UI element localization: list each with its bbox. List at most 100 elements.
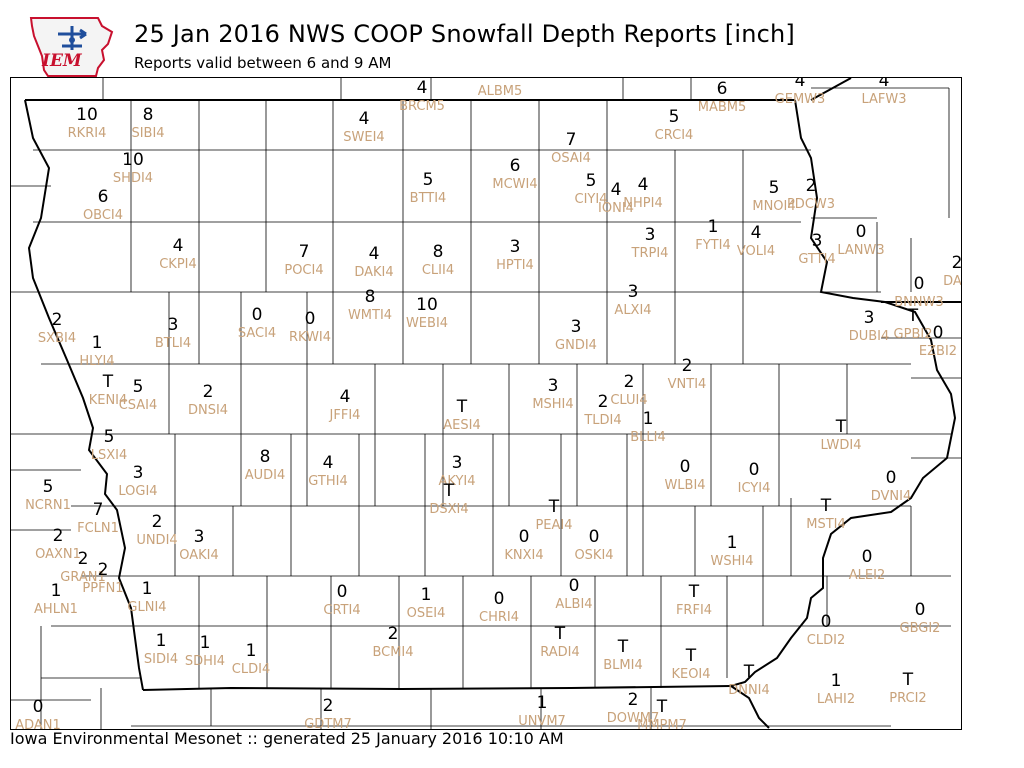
station-id: GLNI4 — [127, 600, 166, 615]
iem-logo: IEM — [28, 16, 116, 78]
report-value: 10 — [76, 105, 98, 125]
station-id: POCI4 — [284, 263, 323, 278]
station-id: OBCI4 — [83, 208, 123, 223]
station-id: ICYI4 — [738, 481, 771, 496]
station-id: GRAN1 — [60, 570, 105, 585]
station-id: ALBI4 — [555, 597, 592, 612]
report-value: T — [617, 637, 629, 657]
station-id: CLDI4 — [232, 662, 270, 677]
report-value: 6 — [717, 79, 728, 99]
station-id: WMTI4 — [348, 308, 392, 323]
report-value: 7 — [299, 242, 310, 262]
report-value: 4 — [359, 109, 370, 129]
station-id: BLLI4 — [630, 430, 666, 445]
report-value: 6 — [98, 187, 109, 207]
report-value: 2 — [203, 382, 214, 402]
station-id: GEMW3 — [775, 92, 826, 107]
station-id: HPTI4 — [496, 258, 534, 273]
report-value: T — [102, 372, 114, 392]
report-value: T — [835, 417, 847, 437]
station-id: NHPI4 — [623, 196, 662, 211]
report-value: 0 — [494, 589, 505, 609]
station-id: CLDI2 — [807, 633, 845, 648]
station-id: DOWM7 — [607, 711, 660, 726]
station-id: WLBI4 — [664, 478, 705, 493]
report-value: 0 — [33, 697, 44, 717]
report-value: 2 — [598, 392, 609, 412]
station-id: KNXI4 — [504, 548, 543, 563]
report-value: 5 — [769, 178, 780, 198]
report-value: 3 — [548, 376, 559, 396]
report-value: 5 — [104, 427, 115, 447]
report-value: 2 — [624, 372, 635, 392]
station-id: CRTI4 — [323, 603, 360, 618]
station-id: JFFI4 — [329, 408, 361, 423]
report-value: T — [820, 496, 832, 516]
station-id: ALXI4 — [614, 303, 651, 318]
report-value: 0 — [252, 305, 263, 325]
station-id: DAKI4 — [354, 265, 393, 280]
station-id: BLMI4 — [603, 658, 642, 673]
report-value: 0 — [519, 527, 530, 547]
report-value: 3 — [645, 225, 656, 245]
footer-credit: Iowa Environmental Mesonet :: generated … — [10, 729, 564, 748]
station-id: ALEI2 — [849, 568, 885, 583]
report-value: 0 — [337, 582, 348, 602]
report-value: T — [688, 582, 700, 602]
station-id: EZBI2 — [919, 344, 957, 359]
station-id: CSAI4 — [119, 398, 158, 413]
report-value: 4 — [417, 78, 428, 98]
station-id: AHLN1 — [34, 602, 78, 617]
report-value: T — [548, 497, 560, 517]
station-id: AUDI4 — [245, 468, 286, 483]
station-id: IONI4 — [598, 201, 634, 216]
county-borders — [11, 78, 961, 729]
report-value: 2 — [53, 526, 64, 546]
report-value: 0 — [749, 460, 760, 480]
report-value: 10 — [122, 150, 144, 170]
report-value: 8 — [260, 447, 271, 467]
station-id: PRCI2 — [889, 691, 926, 706]
report-value: 7 — [495, 78, 506, 83]
station-id: ADAN1 — [15, 718, 61, 730]
page-subtitle: Reports valid between 6 and 9 AM — [134, 54, 392, 72]
station-id: TRPI4 — [631, 246, 669, 261]
station-id: LSXI4 — [91, 448, 128, 463]
report-value: 2 — [952, 253, 962, 273]
station-id: DVNI4 — [871, 489, 912, 504]
station-id: KENI4 — [89, 393, 128, 408]
station-id: BTLI4 — [155, 336, 191, 351]
